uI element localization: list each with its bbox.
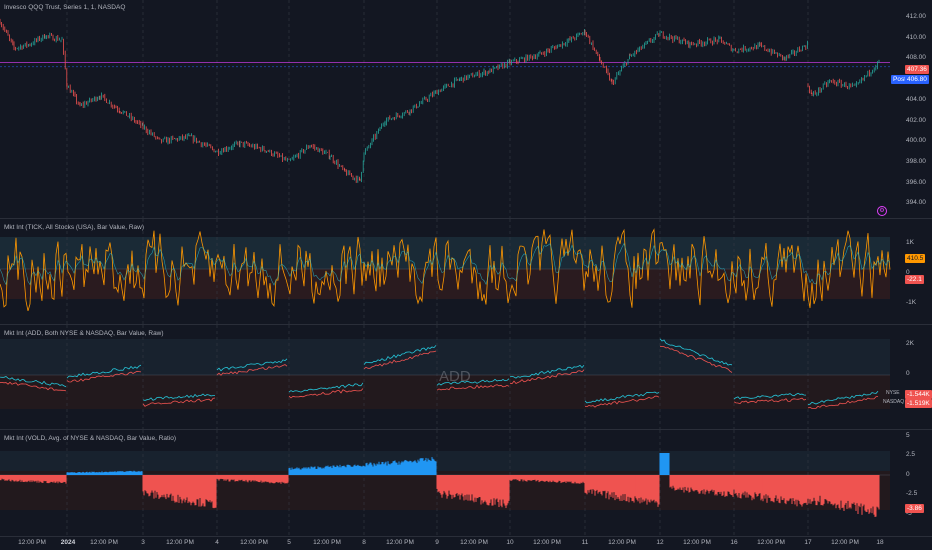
positive-zone	[0, 339, 890, 375]
last-price-badge: 407.36	[905, 65, 929, 74]
y-tick-label: 394.00	[906, 199, 926, 207]
add-pane[interactable]: Mkt Int (ADD, Both NYSE & NASDAQ, Bar Va…	[0, 325, 932, 429]
y-tick-label: 0	[906, 370, 910, 377]
y-tick-label: 5	[906, 432, 910, 439]
time-axis-label: 12:00 PM	[240, 539, 268, 546]
time-axis-label: 12:00 PM	[533, 539, 561, 546]
tick-badge-bottom: -22.1	[905, 275, 924, 284]
post-price-badge: 406.80	[905, 75, 929, 84]
tick-avg-line	[0, 242, 891, 286]
add-chart[interactable]	[0, 325, 932, 429]
time-axis-label: 3	[141, 539, 145, 546]
add-pane-title: Mkt Int (ADD, Both NYSE & NASDAQ, Bar Va…	[4, 330, 164, 337]
time-axis-label: 18	[876, 539, 884, 546]
pane-divider[interactable]	[0, 218, 932, 219]
time-axis-label: 4	[215, 539, 219, 546]
tick-line	[0, 228, 891, 312]
negative-zone	[0, 375, 890, 409]
pane-divider[interactable]	[0, 324, 932, 325]
time-axis-label: 16	[730, 539, 738, 546]
y-tick-label: 398.00	[906, 157, 926, 165]
time-axis-label: 12:00 PM	[90, 539, 118, 546]
y-tick-label: -1K	[906, 299, 917, 306]
tick-pane-title: Mkt Int (TICK, All Stocks (USA), Bar Val…	[4, 224, 145, 231]
time-axis-label: 12:00 PM	[18, 539, 46, 546]
time-axis-label: 12:00 PM	[683, 539, 711, 546]
add-badge-a: -1.544K	[905, 390, 932, 399]
tick-badge-top: 410.5	[905, 254, 926, 263]
settings-icon[interactable]: ⚙	[877, 206, 887, 216]
vold-pane-title: Mkt Int (VOLD, Avg. of NYSE & NASDAQ, Ba…	[4, 435, 177, 442]
y-tick-label: 412.00	[906, 13, 926, 20]
y-tick-label: 2K	[906, 340, 914, 347]
positive-zone	[0, 451, 890, 471]
tick-pane[interactable]: Mkt Int (TICK, All Stocks (USA), Bar Val…	[0, 219, 932, 324]
y-tick-label: 0	[906, 269, 910, 276]
vold-chart[interactable]	[0, 430, 932, 536]
y-tick-label: 1K	[906, 239, 914, 246]
add-badge-b: -1.519K	[905, 399, 932, 408]
time-axis-label: 12	[656, 539, 664, 546]
pane-divider[interactable]	[0, 429, 932, 430]
price-pane[interactable]: Invesco QQQ Trust, Series 1, 1, NASDAQ 4…	[0, 0, 932, 218]
vold-pane[interactable]: Mkt Int (VOLD, Avg. of NYSE & NASDAQ, Ba…	[0, 430, 932, 536]
y-tick-label: -5	[906, 510, 912, 517]
price-pane-title: Invesco QQQ Trust, Series 1, 1, NASDAQ	[4, 4, 126, 11]
time-axis-label: 5	[287, 539, 291, 546]
tick-chart[interactable]	[0, 219, 932, 324]
add-line-nyse	[0, 345, 879, 409]
y-tick-label: 402.00	[906, 116, 926, 124]
y-tick-label: 410.00	[906, 33, 926, 41]
y-tick-label: 408.00	[906, 54, 926, 62]
time-axis-label: 12:00 PM	[166, 539, 194, 546]
y-tick-label: 2.5	[906, 451, 916, 458]
vold-badge: -3.86	[905, 504, 924, 513]
add-badge-b-label: NASDAQ	[883, 399, 905, 405]
time-axis-label: 12:00 PM	[386, 539, 414, 546]
post-label: Post	[891, 75, 909, 84]
time-axis-label: 9	[435, 539, 439, 546]
time-axis-label: 8	[362, 539, 366, 546]
add-badge-a-label: NYSE	[886, 390, 900, 396]
y-tick-label: 400.00	[906, 137, 926, 145]
x-axis-divider	[0, 536, 932, 537]
time-axis-label: 11	[581, 539, 589, 546]
y-tick-label: 396.00	[906, 178, 926, 186]
time-axis-label: 12:00 PM	[460, 539, 488, 546]
price-chart[interactable]	[0, 0, 932, 218]
time-axis-label: 10	[506, 539, 514, 546]
y-tick-label: 404.00	[906, 95, 926, 103]
time-axis-label: 12:00 PM	[313, 539, 341, 546]
time-axis-label: 17	[804, 539, 812, 546]
time-axis-label: 12:00 PM	[831, 539, 859, 546]
add-line-nasdaq	[0, 338, 879, 405]
y-tick-label: -2.5	[906, 490, 918, 497]
y-tick-label: 0	[906, 471, 910, 478]
time-axis-label: 12:00 PM	[608, 539, 636, 546]
time-axis-label: 2024	[60, 539, 76, 546]
time-axis-label: 12:00 PM	[757, 539, 785, 546]
add-watermark: ADD	[439, 368, 471, 385]
